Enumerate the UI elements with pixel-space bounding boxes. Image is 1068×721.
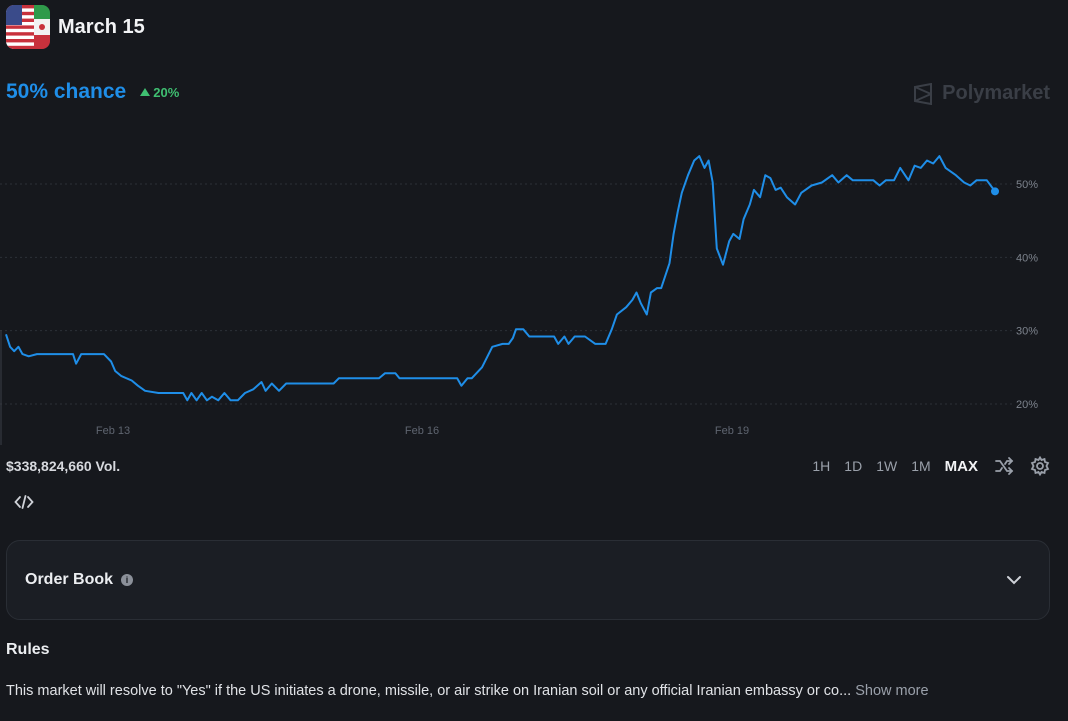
x-tick-label: Feb 13 bbox=[96, 425, 130, 437]
polymarket-watermark: Polymarket bbox=[912, 82, 1050, 105]
range-selector: 1H 1D 1W 1M MAX bbox=[798, 452, 1050, 480]
brand-name: Polymarket bbox=[942, 82, 1050, 104]
us-iran-flag-icon bbox=[6, 5, 50, 49]
range-1m[interactable]: 1M bbox=[911, 458, 931, 474]
range-1w[interactable]: 1W bbox=[876, 458, 898, 474]
x-tick-label: Feb 19 bbox=[715, 425, 749, 437]
market-title: March 15 bbox=[58, 15, 145, 38]
last-point-marker bbox=[991, 187, 999, 196]
chance-row: 50% chance 20% bbox=[6, 78, 179, 106]
rules-heading: Rules bbox=[6, 641, 50, 658]
code-icon[interactable] bbox=[14, 494, 34, 513]
volume-label: $338,824,660 Vol. bbox=[6, 458, 121, 474]
order-book-panel[interactable]: Order Book i bbox=[6, 540, 1050, 620]
delta-label: 20% bbox=[153, 84, 180, 100]
y-tick-label: 40% bbox=[1016, 252, 1038, 264]
y-tick-label: 20% bbox=[1016, 399, 1038, 411]
info-icon[interactable]: i bbox=[121, 574, 134, 586]
order-book-title: Order Book bbox=[25, 571, 114, 588]
y-tick-label: 50% bbox=[1016, 179, 1038, 191]
chance-label: 50% chance bbox=[6, 80, 127, 103]
order-book-header: Order Book i bbox=[25, 571, 134, 589]
chart-controls: $338,824,660 Vol. 1H 1D 1W 1M MAX bbox=[0, 452, 1068, 480]
delta-badge: 20% bbox=[140, 85, 179, 100]
range-max[interactable]: MAX bbox=[944, 457, 978, 475]
x-tick-label: Feb 16 bbox=[405, 425, 439, 437]
shuffle-icon[interactable] bbox=[994, 456, 1014, 476]
show-more-link[interactable]: Show more bbox=[855, 683, 929, 699]
series-line bbox=[5, 155, 996, 402]
market-header: March 15 bbox=[6, 4, 145, 50]
polymarket-logo-icon bbox=[914, 82, 933, 105]
chevron-down-icon[interactable] bbox=[1005, 571, 1023, 594]
y-tick-label: 30% bbox=[1016, 326, 1038, 338]
rules-text: This market will resolve to "Yes" if the… bbox=[6, 683, 1062, 699]
price-chart[interactable]: 20% 30% 40% 50% Feb 13 Feb 16 Feb 19 bbox=[0, 120, 1068, 445]
gear-icon[interactable] bbox=[1030, 456, 1050, 476]
rules-body: This market will resolve to "Yes" if the… bbox=[6, 683, 852, 699]
range-1h[interactable]: 1H bbox=[812, 458, 831, 474]
range-1d[interactable]: 1D bbox=[844, 458, 863, 474]
up-triangle-icon bbox=[140, 88, 151, 96]
